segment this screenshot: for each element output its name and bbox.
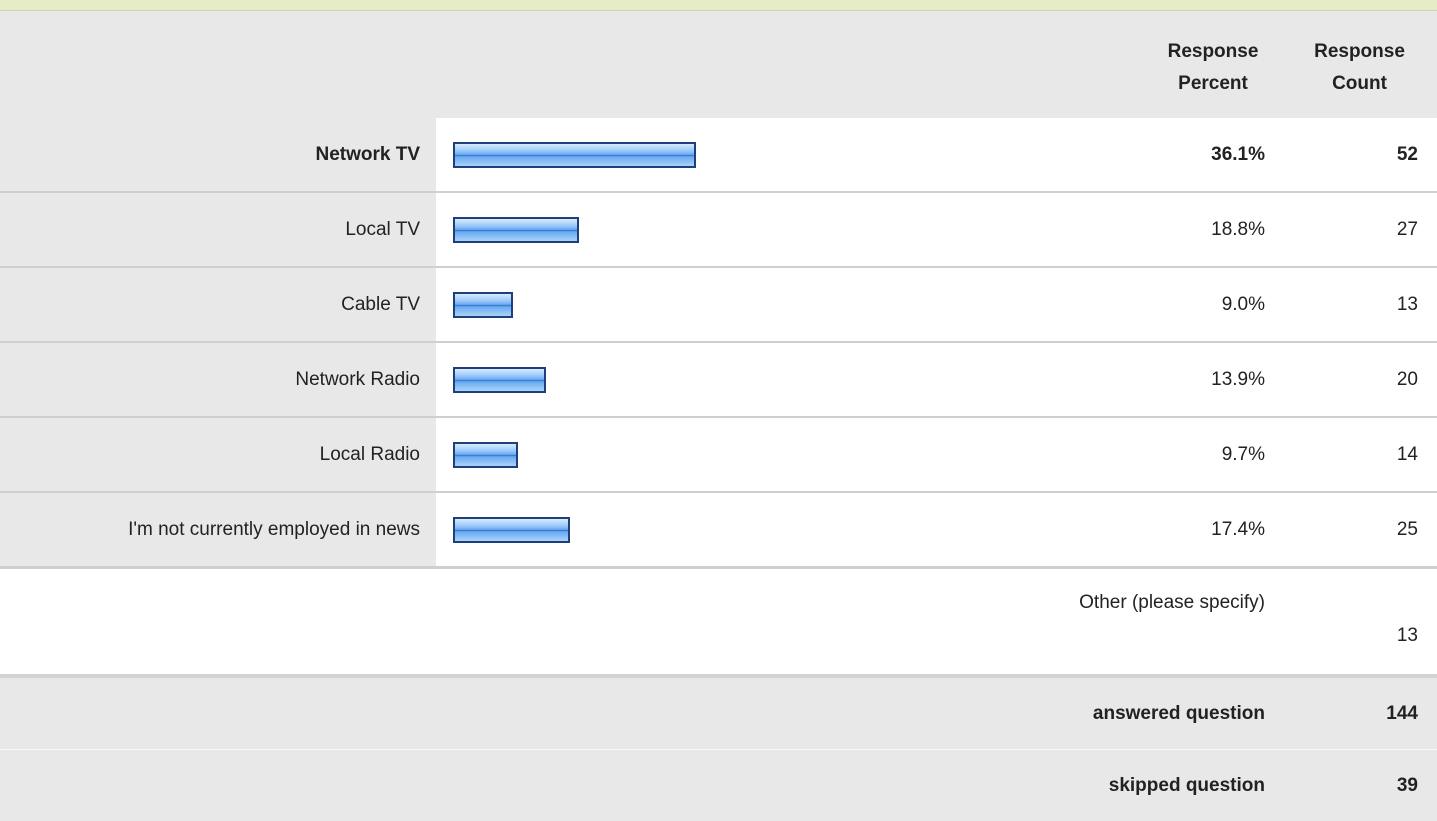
row-label-cell: Network Radio: [0, 343, 436, 416]
row-label-cell: Cable TV: [0, 268, 436, 341]
row-label: Network TV: [315, 144, 420, 165]
header-response-percent: Response Percent: [1167, 41, 1259, 94]
row-label: Network Radio: [295, 369, 420, 390]
bar: [453, 517, 570, 543]
row-label: I'm not currently employed in news: [128, 519, 420, 540]
row-label-cell: Local Radio: [0, 418, 436, 491]
response-percent: 9.7%: [1221, 444, 1265, 465]
row-label: Local TV: [345, 219, 420, 240]
bar: [453, 292, 513, 318]
other-label[interactable]: Other (please specify): [1079, 592, 1265, 613]
answered-label: answered question: [1092, 703, 1265, 724]
table-row: Local TV 18.8% 27: [0, 193, 1437, 269]
table-row: I'm not currently employed in news 17.4% 2…: [0, 493, 1437, 569]
bar: [453, 367, 546, 393]
row-label: Local Radio: [319, 444, 420, 465]
table-header: Response Percent Response Count: [0, 11, 1437, 118]
bar: [453, 217, 579, 243]
skipped-row: skipped question 39: [0, 749, 1437, 821]
response-percent: 36.1%: [1211, 144, 1265, 165]
table-row: Network TV 36.1% 52: [0, 118, 1437, 194]
bar: [453, 142, 696, 168]
table-row: Network Radio 13.9% 20: [0, 343, 1437, 419]
header-response-count: Response Count: [1314, 41, 1405, 94]
table-row: Cable TV 9.0% 13: [0, 268, 1437, 344]
row-label: Cable TV: [341, 294, 420, 315]
top-strip: [0, 0, 1437, 11]
answered-row: answered question 144: [0, 674, 1437, 749]
response-count: 20: [1396, 369, 1418, 390]
response-count: 27: [1396, 219, 1418, 240]
bar: [453, 442, 518, 468]
skipped-label: skipped question: [1108, 775, 1265, 796]
table-row: Local Radio 9.7% 14: [0, 418, 1437, 494]
response-count: 25: [1396, 519, 1418, 540]
skipped-value: 39: [1396, 775, 1418, 796]
response-percent: 17.4%: [1211, 519, 1265, 540]
response-percent: 13.9%: [1211, 369, 1265, 390]
response-percent: 9.0%: [1221, 294, 1265, 315]
response-percent: 18.8%: [1211, 219, 1265, 240]
row-label-cell: Network TV: [0, 118, 436, 191]
response-count: 14: [1396, 444, 1418, 465]
other-row: Other (please specify) 13: [0, 570, 1437, 674]
response-count: 13: [1396, 294, 1418, 315]
row-label-cell: Local TV: [0, 193, 436, 266]
row-label-cell: I'm not currently employed in news: [0, 493, 436, 566]
other-count: 13: [1396, 625, 1418, 646]
answered-value: 144: [1386, 703, 1418, 724]
response-count: 52: [1396, 144, 1418, 165]
